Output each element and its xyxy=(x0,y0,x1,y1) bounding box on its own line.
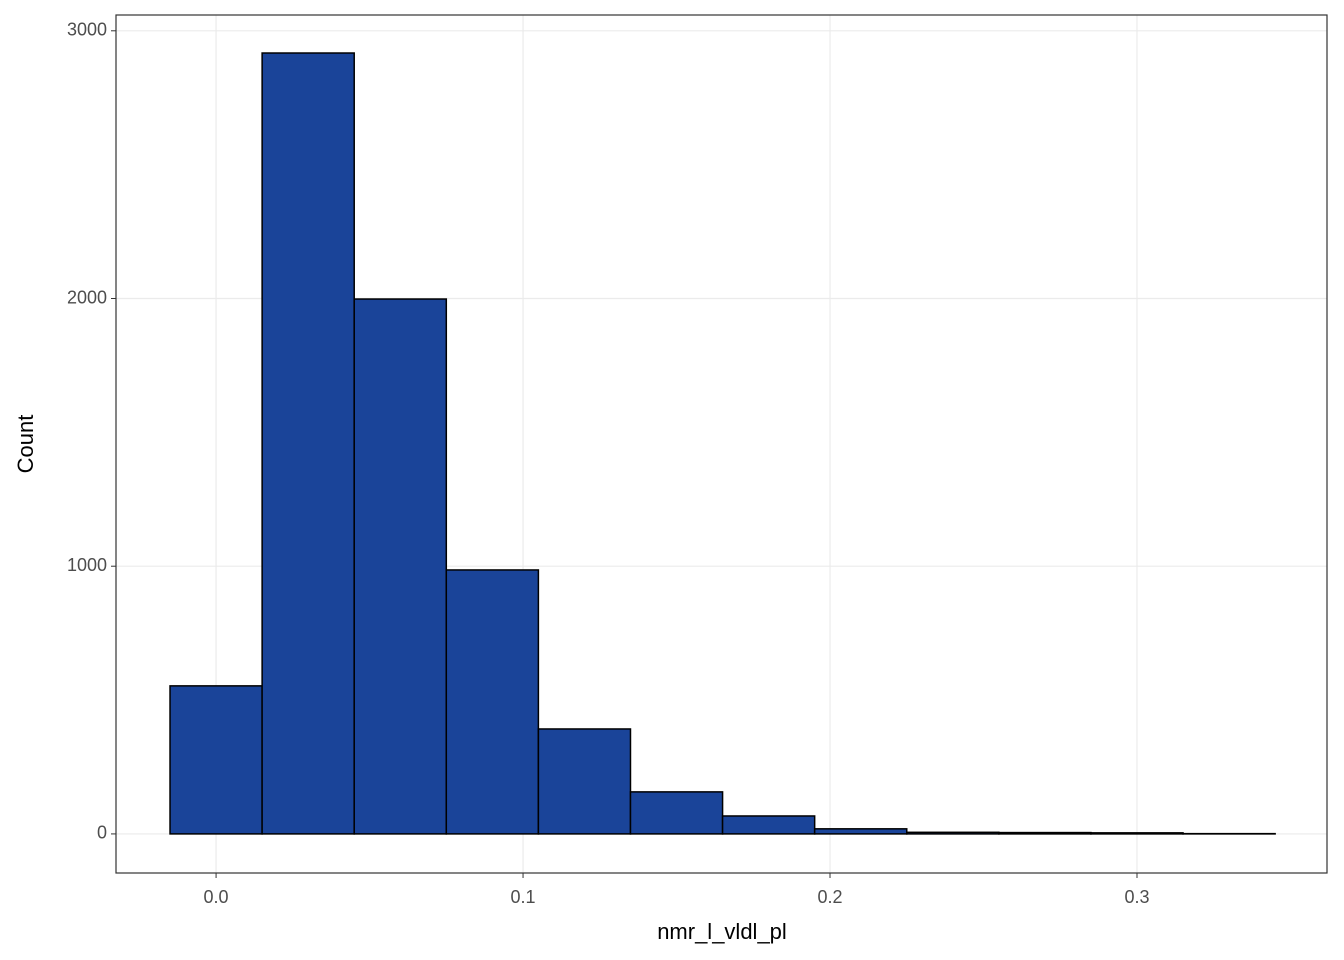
bar xyxy=(998,831,1092,835)
bar xyxy=(261,52,355,835)
y-tick-label: 1000 xyxy=(67,555,107,575)
x-tick-label: 0.3 xyxy=(1124,887,1149,907)
bar xyxy=(169,685,263,835)
y-tick-label: 3000 xyxy=(67,20,107,40)
x-axis-title: nmr_l_vldl_pl xyxy=(657,919,787,944)
bar xyxy=(629,791,724,835)
y-axis-title: Count xyxy=(13,415,38,474)
x-tick-label: 0.0 xyxy=(204,887,229,907)
y-tick-label: 2000 xyxy=(67,287,107,307)
bar xyxy=(813,828,908,835)
y-tick-label: 0 xyxy=(97,823,107,843)
plot-border xyxy=(115,14,1328,874)
bar xyxy=(445,569,540,835)
bar xyxy=(1090,832,1184,835)
bar xyxy=(721,815,816,835)
x-tick-label: 0.2 xyxy=(817,887,842,907)
bar xyxy=(906,831,1000,835)
x-tick-label: 0.1 xyxy=(511,887,536,907)
bar xyxy=(353,298,448,835)
bar xyxy=(537,728,632,835)
